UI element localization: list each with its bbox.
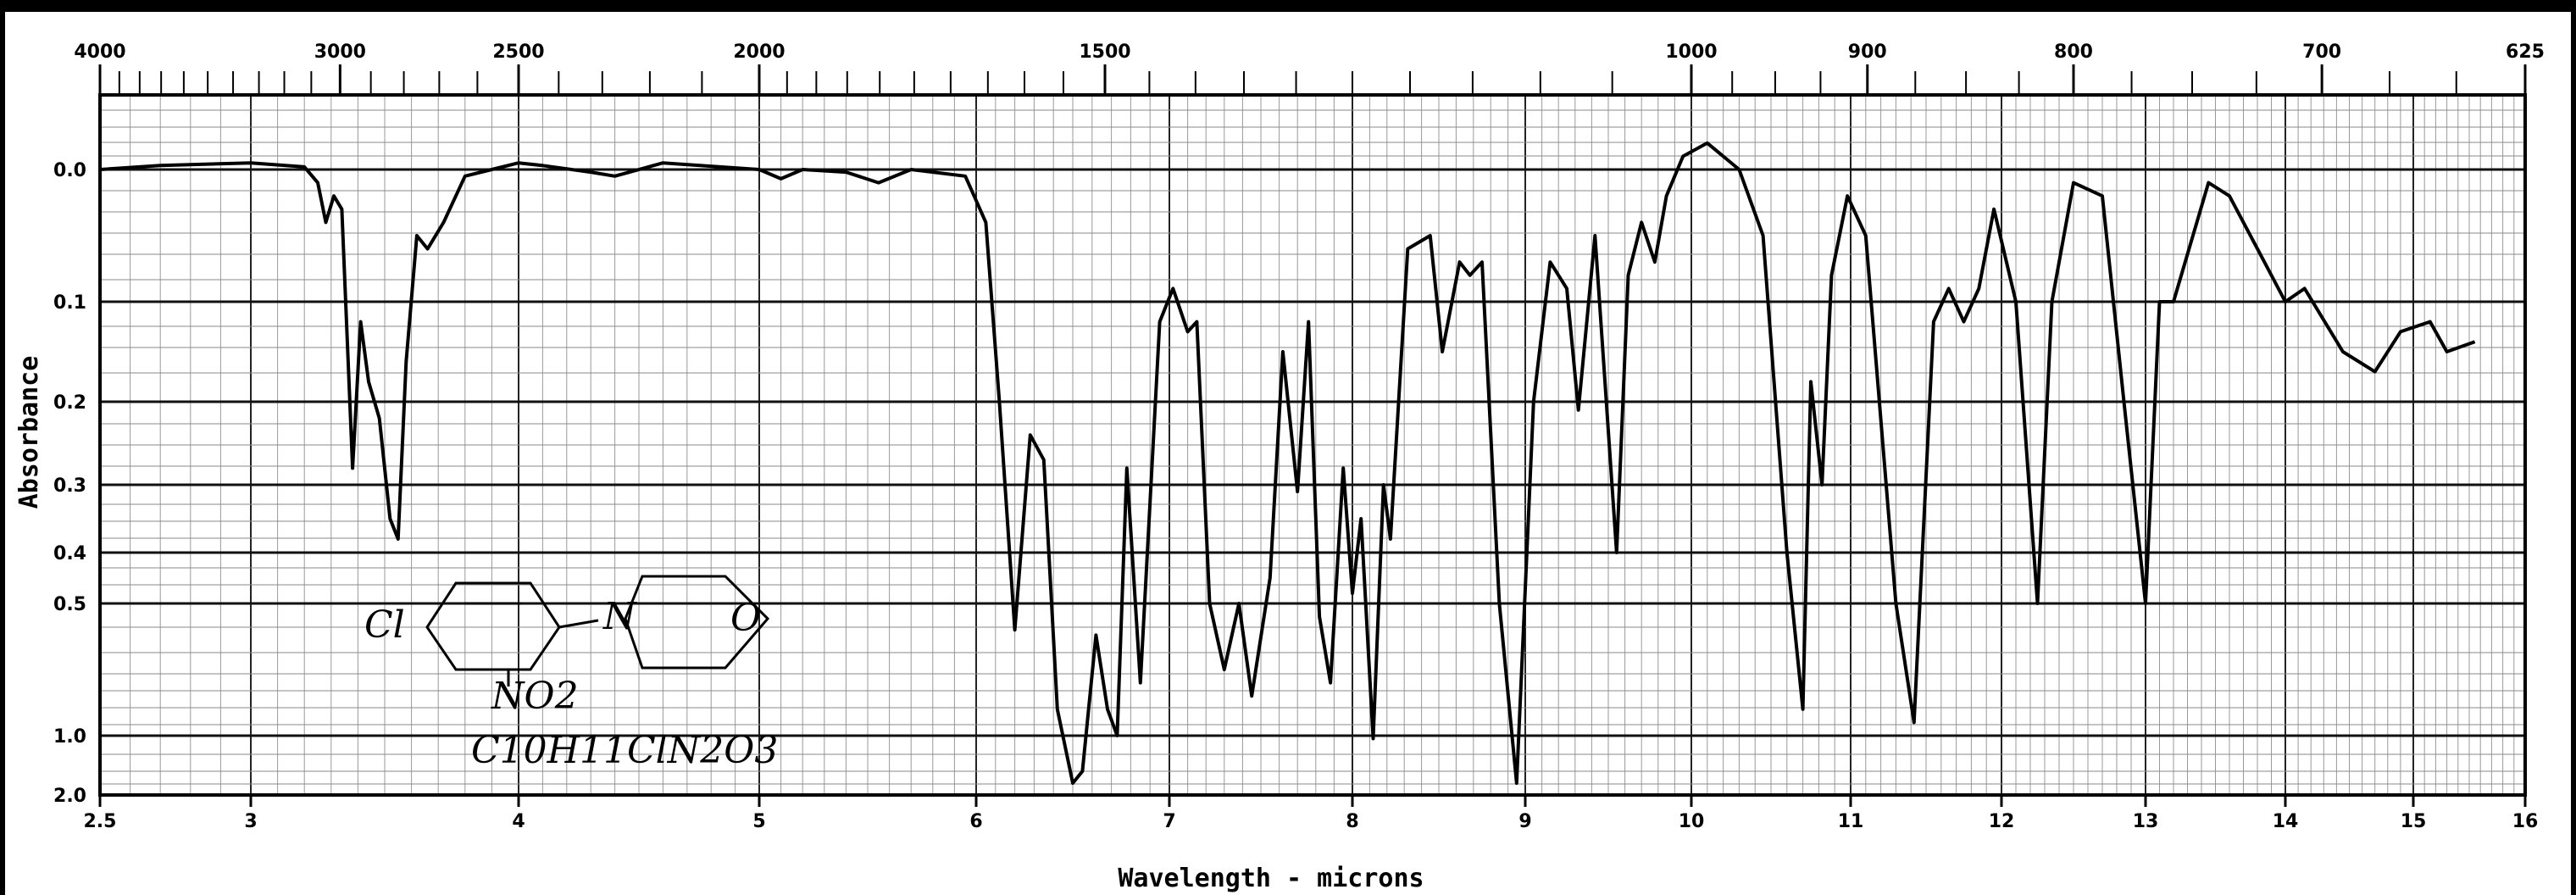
top-border: [0, 0, 2576, 12]
y-tick-label: 0.3: [53, 475, 86, 497]
y-tick-label: 0.0: [53, 160, 86, 181]
x-tick-label: 2.5: [84, 811, 117, 832]
ring-n-bond: [558, 619, 599, 629]
morpholine-ring: [624, 575, 770, 670]
right-border: [2571, 0, 2576, 895]
annotation-no2: NO2: [491, 675, 579, 718]
x-axis-ticks: 2.5 3 4 5 6 7 8 9 10 11 12 13 14 15 16: [84, 795, 2539, 832]
y-tick-label: 0.5: [53, 594, 86, 615]
wavenumber-tick-label: 1000: [1665, 42, 1717, 63]
spectrum-line: [99, 141, 2476, 785]
x-tick-label: 4: [512, 811, 525, 832]
plot-frame: [98, 93, 2527, 797]
y-tick-label: 0.1: [53, 292, 86, 314]
x-tick-label: 3: [244, 811, 257, 832]
x-tick-label: 15: [2401, 811, 2427, 832]
x-tick-label: 7: [1163, 811, 1175, 832]
left-border: [0, 0, 5, 895]
y-tick-label: 1.0: [53, 726, 86, 748]
wavenumber-tick-label: 900: [1848, 42, 1887, 63]
wavenumber-tick-label: 700: [2302, 42, 2341, 63]
x-tick-label: 12: [1989, 811, 2015, 832]
structure-annotation: [425, 575, 770, 687]
x-axis-title: Wavelength - microns: [1118, 864, 1424, 893]
wavenumber-tick-label: 2000: [733, 42, 785, 63]
y-tick-label: 2.0: [53, 786, 86, 807]
wavenumber-tick-label: 2500: [492, 42, 544, 63]
wavenumber-tick-label: 800: [2054, 42, 2093, 63]
x-tick-label: 14: [2273, 811, 2299, 832]
y-tick-label: 0.4: [53, 543, 86, 564]
x-tick-label: 6: [969, 811, 982, 832]
x-tick-label: 10: [1679, 811, 1705, 832]
y-axis-ticks: 0.0 0.1 0.2 0.3 0.4 0.5 1.0 2.0: [53, 160, 86, 807]
wavenumber-tick-label: 625: [2506, 42, 2545, 63]
x-tick-label: 13: [2133, 811, 2159, 832]
y-tick-label: 0.2: [53, 392, 86, 414]
wavenumber-tick-label: 1500: [1079, 42, 1130, 63]
x-tick-label: 8: [1346, 811, 1358, 832]
wavenumber-tick-label: 3000: [314, 42, 366, 63]
annotation-formula: C10H11ClN2O3: [471, 729, 778, 772]
x-tick-label: 16: [2512, 811, 2539, 832]
x-tick-label: 9: [1518, 811, 1531, 832]
x-tick-label: 5: [752, 811, 765, 832]
annotation-n: N: [602, 595, 637, 638]
benzene-ring: [425, 581, 561, 671]
grid: [99, 95, 2526, 797]
wavenumber-tick-label: 4000: [74, 42, 125, 63]
x-tick-label: 11: [1838, 811, 1864, 832]
annotation-o: O: [730, 597, 761, 640]
y-axis-title: Absorbance: [14, 356, 44, 509]
annotation-cl: Cl: [364, 603, 405, 647]
